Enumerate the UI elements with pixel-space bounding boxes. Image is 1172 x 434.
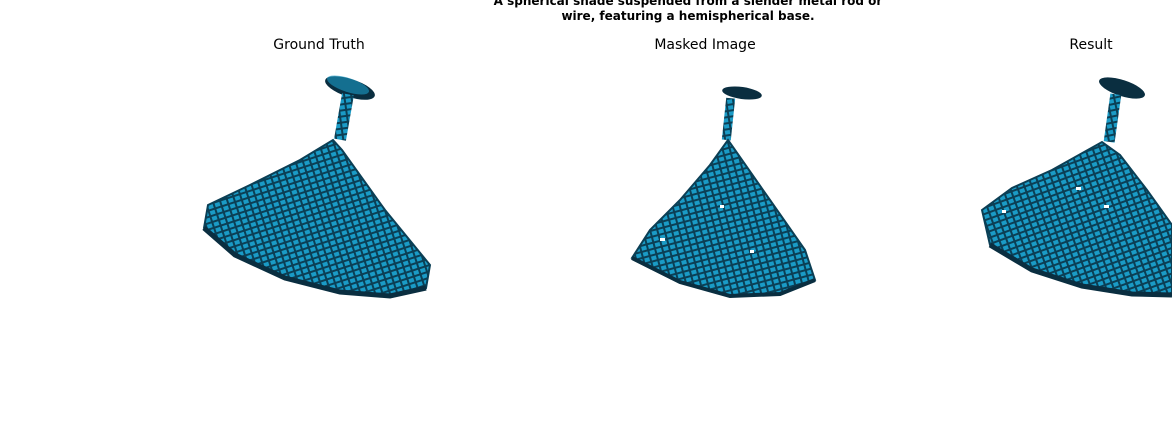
lamp-shade xyxy=(630,138,817,299)
lamp-cap xyxy=(325,75,375,100)
suptitle-line-2: wire, featuring a hemispherical base. xyxy=(561,9,815,23)
result-voxel-render xyxy=(980,77,1172,298)
panel-title-masked-image: Masked Image xyxy=(654,37,756,53)
lamp-shade xyxy=(980,140,1172,298)
ground-truth-voxel-render xyxy=(202,75,432,299)
panel-title-result: Result xyxy=(1069,37,1113,53)
panel-title-ground-truth: Ground Truth xyxy=(273,37,365,53)
lamp-rod xyxy=(334,93,354,141)
masked-image-voxel-render xyxy=(630,86,817,299)
figure-suptitle: A spherical shade suspended from a slend… xyxy=(388,0,988,24)
lamp-shade xyxy=(202,138,432,299)
lamp-rod xyxy=(1103,93,1122,143)
lamp-rod xyxy=(721,97,736,141)
suptitle-line-1: A spherical shade suspended from a slend… xyxy=(493,0,883,8)
lamp-cap xyxy=(1099,77,1145,99)
lamp-cap xyxy=(722,86,762,100)
